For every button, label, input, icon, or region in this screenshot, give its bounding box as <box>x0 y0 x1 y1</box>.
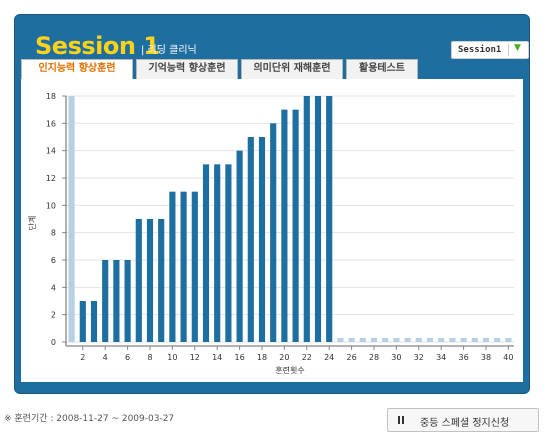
stop-request-button[interactable]: 중등 스페셜 정지신청 <box>387 408 539 432</box>
bar-13 <box>202 164 210 342</box>
bar-6 <box>124 260 131 342</box>
x-tick-label: 24 <box>324 353 334 362</box>
tab-recognition-training[interactable]: 인지능력 향상훈련 <box>21 59 133 81</box>
triangle-down-icon: ▼ <box>514 43 521 53</box>
bar-33 <box>426 338 434 342</box>
training-progress-chart: 0 2 4 6 8 10 12 14 16 18 2 4 6 8 10 12 14 16 18 20 22 24 26 28 3… <box>21 79 523 382</box>
tab-application-test[interactable]: 활용테스트 <box>346 59 418 79</box>
x-tick-label: 38 <box>481 353 491 362</box>
bar-24 <box>326 96 333 342</box>
bar-27 <box>359 338 366 342</box>
y-tick-label: 4 <box>51 283 56 292</box>
x-tick-label: 4 <box>103 353 108 362</box>
x-tick-label: 30 <box>391 353 401 362</box>
bar-12 <box>191 191 198 342</box>
bar-10 <box>169 191 176 342</box>
bar-32 <box>415 338 422 342</box>
x-axis-title: 훈련횟수 <box>275 365 304 375</box>
tab-meaning-unit-training[interactable]: 의미단위 재해훈련 <box>241 59 343 79</box>
bar-8 <box>146 219 154 342</box>
bar-39 <box>494 338 501 342</box>
bar-40 <box>505 338 512 342</box>
bar-4 <box>102 260 109 342</box>
bar-28 <box>370 338 378 342</box>
bar-16 <box>236 150 243 342</box>
session-select-value: Session1 <box>458 45 502 55</box>
x-tick-label: 26 <box>347 353 357 362</box>
bar-2 <box>79 301 86 342</box>
bar-37 <box>471 338 478 342</box>
bar-20 <box>281 109 288 343</box>
y-tick-label: 12 <box>46 174 56 183</box>
y-tick-label: 14 <box>46 147 56 156</box>
x-tick-label: 12 <box>190 353 200 362</box>
session-title: Session 1 <box>35 32 160 60</box>
bar-18 <box>258 137 266 342</box>
bar-22 <box>303 96 310 342</box>
y-tick-label: 0 <box>51 338 56 347</box>
bar-35 <box>449 338 456 342</box>
x-tick-label: 16 <box>235 353 245 362</box>
bar-7 <box>135 219 142 342</box>
x-tick-label: 14 <box>212 353 222 362</box>
bar-1 <box>68 96 75 342</box>
bar-19 <box>270 123 277 342</box>
bar-26 <box>348 338 355 342</box>
bar-30 <box>393 338 400 342</box>
bar-34 <box>438 338 445 342</box>
x-tick-label: 10 <box>167 353 177 362</box>
y-tick-label: 8 <box>51 229 56 238</box>
session-select[interactable]: Session1 ▼ <box>451 41 529 59</box>
bar-9 <box>158 219 165 342</box>
x-tick-label: 2 <box>80 353 85 362</box>
x-tick-label: 6 <box>125 353 130 362</box>
y-tick-label: 18 <box>46 92 56 101</box>
x-tick-label: 32 <box>414 353 424 362</box>
bar-31 <box>404 338 411 342</box>
x-tick-label: 18 <box>257 353 267 362</box>
stop-request-label: 중등 스페셜 정지신청 <box>420 418 510 429</box>
bar-23 <box>314 96 322 342</box>
y-tick-label: 10 <box>46 201 56 210</box>
x-tick-label: 40 <box>503 353 513 362</box>
program-subtitle: | 리딩 클리닉 <box>141 45 197 56</box>
bar-11 <box>180 191 187 342</box>
x-tick-label: 20 <box>279 353 289 362</box>
y-tick-label: 6 <box>51 256 56 265</box>
bar-25 <box>337 338 344 342</box>
bar-5 <box>113 260 120 342</box>
bar-3 <box>90 301 98 342</box>
bar-17 <box>247 137 254 342</box>
training-period: ※ 훈련기간 : 2008-11-27 ~ 2009-03-27 <box>4 414 175 424</box>
y-axis-title: 단계 <box>27 216 37 231</box>
bar-14 <box>214 164 221 342</box>
tab-memory-training[interactable]: 기억능력 향상훈련 <box>136 59 238 79</box>
pause-icon <box>398 416 404 424</box>
bar-21 <box>292 109 299 343</box>
bar-38 <box>482 338 490 342</box>
x-tick-label: 36 <box>459 353 469 362</box>
x-tick-label: 8 <box>147 353 152 362</box>
bar-36 <box>460 338 467 342</box>
select-divider <box>508 44 509 56</box>
x-tick-label: 34 <box>436 353 446 362</box>
y-tick-label: 2 <box>51 311 56 320</box>
x-tick-label: 22 <box>302 353 312 362</box>
bar-29 <box>382 338 389 342</box>
bar-15 <box>225 164 232 342</box>
x-tick-label: 28 <box>369 353 379 362</box>
y-tick-label: 16 <box>46 119 56 128</box>
